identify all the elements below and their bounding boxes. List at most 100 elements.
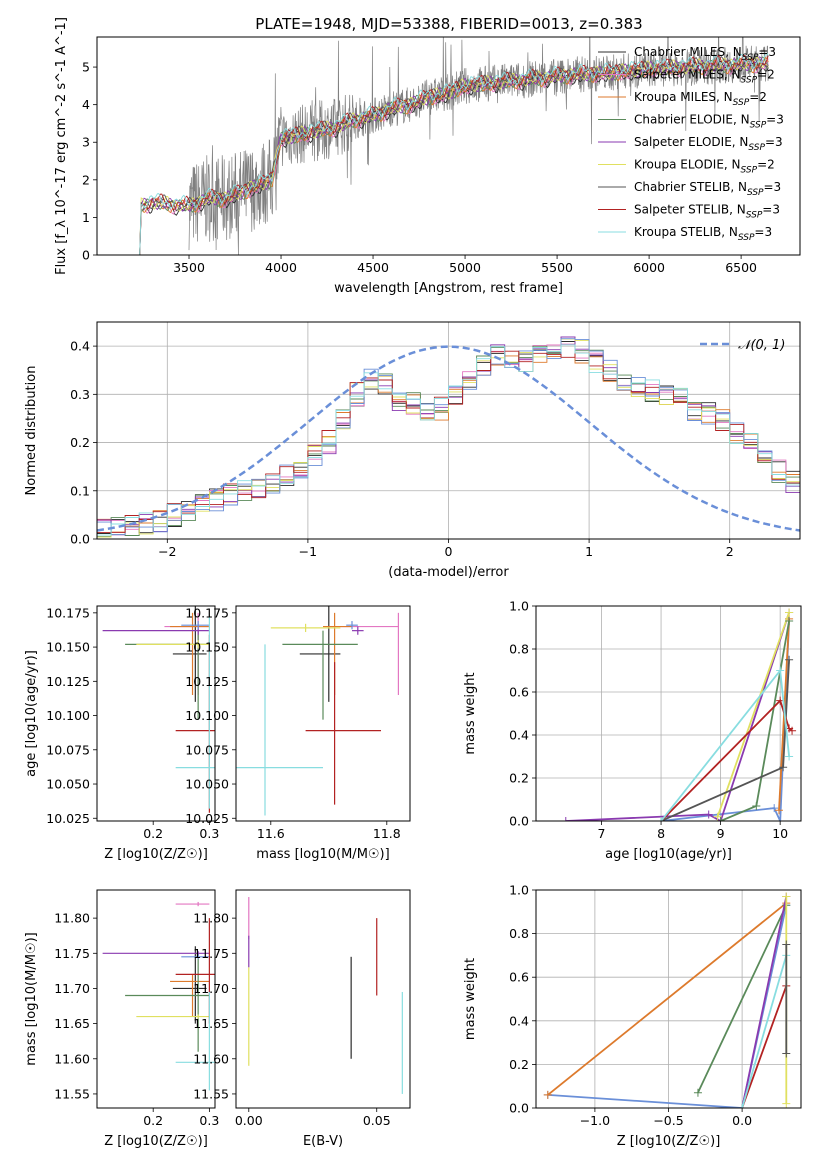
y-tick-label: 0.8 (509, 926, 529, 941)
y-tick-label: 0.0 (509, 1101, 529, 1116)
legend-suffix: =2 (757, 158, 775, 172)
model-spectrum-line (133, 52, 769, 255)
mass-weight-marker (752, 801, 761, 810)
legend-entry: Salpeter STELIB, NSSP=3 (634, 203, 780, 221)
plot-area (248, 897, 403, 1094)
plot-area (97, 336, 800, 538)
legend-subscript: SSP (750, 121, 767, 131)
y-tick-label: 10.125 (185, 674, 229, 689)
legend-suffix: =3 (758, 45, 776, 59)
x-axis-label: E(B-V) (303, 1134, 343, 1149)
y-tick-label: 11.80 (54, 911, 90, 926)
mass-weight-marker (785, 608, 794, 617)
y-tick-label: 10.050 (46, 777, 90, 792)
x-tick-label: 4000 (265, 260, 297, 275)
legend-label: Kroupa STELIB, N (634, 225, 738, 239)
y-tick-label: 0.0 (70, 532, 90, 547)
legend-entry: Salpeter ELODIE, NSSP=3 (634, 135, 783, 153)
mass-weight-marker (782, 1049, 791, 1058)
y-tick-label: 5 (82, 60, 90, 75)
x-tick-label: 0.00 (235, 1113, 263, 1128)
y-tick-label: 0.8 (509, 642, 529, 657)
y-tick-label: 11.65 (193, 1016, 229, 1031)
legend-suffix: =3 (766, 113, 784, 127)
y-tick-label: 0.4 (70, 339, 90, 354)
x-tick-label: 11.6 (257, 826, 285, 841)
legend-entry: Chabrier STELIB, NSSP=3 (634, 180, 781, 198)
y-tick-label: 0.0 (509, 814, 529, 829)
mass-weight-line (565, 612, 790, 821)
legend-subscript: SSP (733, 98, 750, 108)
x-axis-label: (data-model)/error (388, 565, 509, 580)
age-vs-metallicity-panel: 0.2 0.3 10.025 10.050 10.075 10.100 10.125 10.1… (24, 605, 219, 862)
x-tick-label: 0.2 (143, 1113, 163, 1128)
x-tick-label: 7 (598, 826, 606, 841)
legend-suffix: =3 (765, 135, 783, 149)
mass-weight-marker (779, 763, 788, 772)
y-tick-label: 11.55 (54, 1086, 90, 1101)
y-tick-label: 1.0 (509, 599, 529, 614)
y-tick-label: 10.100 (185, 708, 229, 723)
plot-frame (235, 889, 411, 1109)
mass-weight-line (547, 905, 788, 1108)
mass-weight-marker (776, 817, 785, 821)
legend-entry: Kroupa ELODIE, NSSP=2 (634, 158, 775, 176)
y-tick-label: 11.75 (54, 946, 90, 961)
x-tick-label: 0.05 (363, 1113, 391, 1128)
y-tick-label: 10.025 (46, 811, 90, 826)
mass-weight-marker (716, 817, 725, 821)
y-axis-label: mass weight (463, 958, 478, 1040)
mass-weight-marker (782, 892, 791, 901)
legend-label: Chabrier STELIB, N (634, 180, 747, 194)
mass-weight-marker (774, 806, 783, 815)
y-tick-label: 11.55 (193, 1086, 229, 1101)
normal-distribution-curve (97, 345, 800, 532)
y-tick-label: 11.60 (193, 1051, 229, 1066)
model-spectrum-line (133, 56, 769, 255)
legend-label: Kroupa MILES, N (634, 90, 733, 104)
x-tick-label: −2 (158, 544, 176, 559)
model-spectrum-line (133, 56, 769, 255)
y-tick-label: 2 (82, 172, 90, 187)
legend-suffix: =3 (764, 180, 782, 194)
x-tick-label: 0.3 (199, 826, 219, 841)
y-tick-label: 10.125 (46, 674, 90, 689)
legend-subscript: SSP (741, 166, 758, 176)
y-tick-label: 10.075 (185, 742, 229, 757)
mass-weight-marker (776, 666, 785, 675)
mass-weight-marker (782, 1099, 791, 1108)
x-tick-label: 6000 (633, 260, 665, 275)
legend-suffix: =2 (749, 90, 767, 104)
x-tick-label: 0.3 (199, 1113, 219, 1128)
legend-label: Salpeter ELODIE, N (634, 135, 748, 149)
mass-vs-metallicity-panel: 0.2 0.3 11.55 11.60 11.65 11.70 11.75 11.80 Z [l… (24, 889, 219, 1149)
y-tick-label: 3 (82, 135, 90, 150)
x-tick-label: 1 (585, 544, 593, 559)
y-tick-label: 0 (82, 248, 90, 263)
y-tick-label: 0.4 (509, 1013, 529, 1028)
y-tick-label: 0.1 (70, 483, 90, 498)
legend-entry: 𝒩(0, 1) (738, 338, 785, 353)
y-tick-label: 0.2 (509, 771, 529, 786)
x-tick-label: 6500 (725, 260, 757, 275)
residual-histogram-step (97, 344, 800, 536)
legend-subscript: SSP (742, 53, 759, 63)
mass-weight-marker (785, 655, 794, 664)
y-tick-label: 10.025 (185, 811, 229, 826)
mass-weight-marker (693, 1088, 702, 1097)
x-tick-label: 0 (445, 544, 453, 559)
y-tick-label: 0.2 (70, 435, 90, 450)
spectrum-panel: 3500 4000 4500 5000 5500 6000 6500 0 1 2 3 4 5 wavele… (54, 17, 801, 296)
y-axis-label: mass weight (463, 672, 478, 754)
mass-weight-vs-age-panel: 7 8 9 10 0.0 0.2 0.4 0.6 0.8 1.0 age [log10(age/yr… (463, 599, 802, 862)
x-tick-label: 10 (772, 826, 788, 841)
x-axis-label: age [log10(age/yr)] (605, 847, 732, 862)
mass-vs-extinction-panel: 0.00 0.05 11.55 11.60 11.65 11.70 11.75 11.80 E(… (193, 889, 411, 1149)
legend-subscript: SSP (741, 76, 758, 86)
y-tick-label: 11.70 (193, 981, 229, 996)
y-tick-label: 10.175 (46, 605, 90, 620)
legend-subscript: SSP (748, 143, 765, 153)
plot-area (102, 901, 215, 1091)
legend-label: Kroupa ELODIE, N (634, 158, 741, 172)
legend-entry: Chabrier ELODIE, NSSP=3 (634, 113, 784, 131)
